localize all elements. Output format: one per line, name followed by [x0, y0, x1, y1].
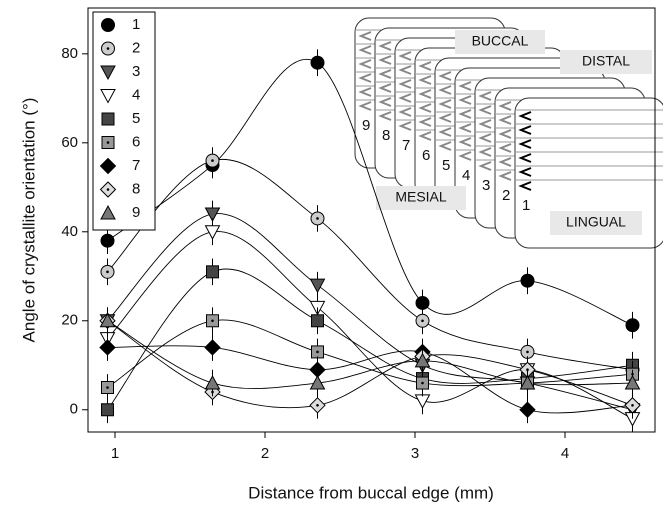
x-tick-label: 2 [261, 445, 269, 462]
y-tick-label: 40 [61, 223, 78, 240]
section-number: 8 [382, 127, 390, 144]
legend-label: 3 [132, 63, 140, 80]
marker [102, 113, 114, 125]
fit-curve [108, 231, 633, 418]
legend-label: 5 [132, 110, 140, 127]
marker-dot [106, 386, 109, 389]
marker [206, 376, 220, 389]
legend-label: 9 [132, 204, 140, 221]
marker-dot [316, 404, 319, 407]
marker [520, 402, 535, 417]
x-tick-label: 1 [111, 445, 119, 462]
marker-dot [316, 351, 319, 354]
section-number: 9 [362, 117, 370, 134]
legend-label: 4 [132, 86, 140, 103]
marker-dot [107, 47, 110, 50]
section-number: 5 [442, 157, 450, 174]
marker [102, 19, 115, 32]
marker-dot [316, 217, 319, 220]
marker [206, 226, 220, 239]
marker [205, 340, 220, 355]
section-number: 7 [402, 137, 410, 154]
x-tick-label: 3 [411, 445, 419, 462]
inset-label: MESIAL [395, 189, 447, 205]
legend-label: 8 [132, 180, 140, 197]
legend-label: 7 [132, 157, 140, 174]
marker [100, 340, 115, 355]
legend: 1 2 3 4 5 6 7 8 9 [93, 12, 155, 230]
marker-dot [107, 141, 110, 144]
x-axis-title: Distance from buccal edge (mm) [248, 483, 494, 502]
fit-curve [108, 321, 633, 408]
chart: Distance from buccal edge (mm) Angle of … [0, 0, 663, 510]
marker-dot [106, 271, 109, 274]
marker [101, 234, 114, 247]
marker-dot [526, 351, 529, 354]
legend-label: 1 [132, 16, 140, 33]
marker [311, 56, 324, 69]
marker [626, 319, 639, 332]
section-number: 4 [462, 167, 470, 184]
inset-label: BUCCAL [472, 33, 529, 49]
fit-curve [108, 269, 633, 410]
marker-dot [107, 188, 110, 191]
marker-dot [211, 159, 214, 162]
marker-dot [421, 319, 424, 322]
section-number: 2 [502, 187, 510, 204]
marker-dot [421, 382, 424, 385]
fit-curve [108, 346, 633, 413]
marker [311, 279, 325, 292]
y-tick-label: 20 [61, 312, 78, 329]
y-tick-label: 0 [70, 401, 78, 418]
section-number: 3 [482, 177, 490, 194]
y-axis-title: Angle of crystallite orientation (°) [19, 98, 38, 343]
marker [102, 404, 114, 416]
marker [521, 274, 534, 287]
y-tick-label: 60 [61, 134, 78, 151]
x-tick-label: 4 [561, 445, 569, 462]
section-number: 6 [422, 147, 430, 164]
y-tick-label: 80 [61, 45, 78, 62]
marker [416, 395, 430, 408]
inset-label: LINGUAL [566, 214, 626, 230]
section-number: 1 [522, 197, 530, 214]
marker-dot [631, 404, 634, 407]
marker [312, 315, 324, 327]
marker [207, 266, 219, 278]
marker-dot [211, 319, 214, 322]
legend-label: 6 [132, 133, 140, 150]
inset-label: DISTAL [582, 53, 630, 69]
legend-label: 2 [132, 39, 140, 56]
